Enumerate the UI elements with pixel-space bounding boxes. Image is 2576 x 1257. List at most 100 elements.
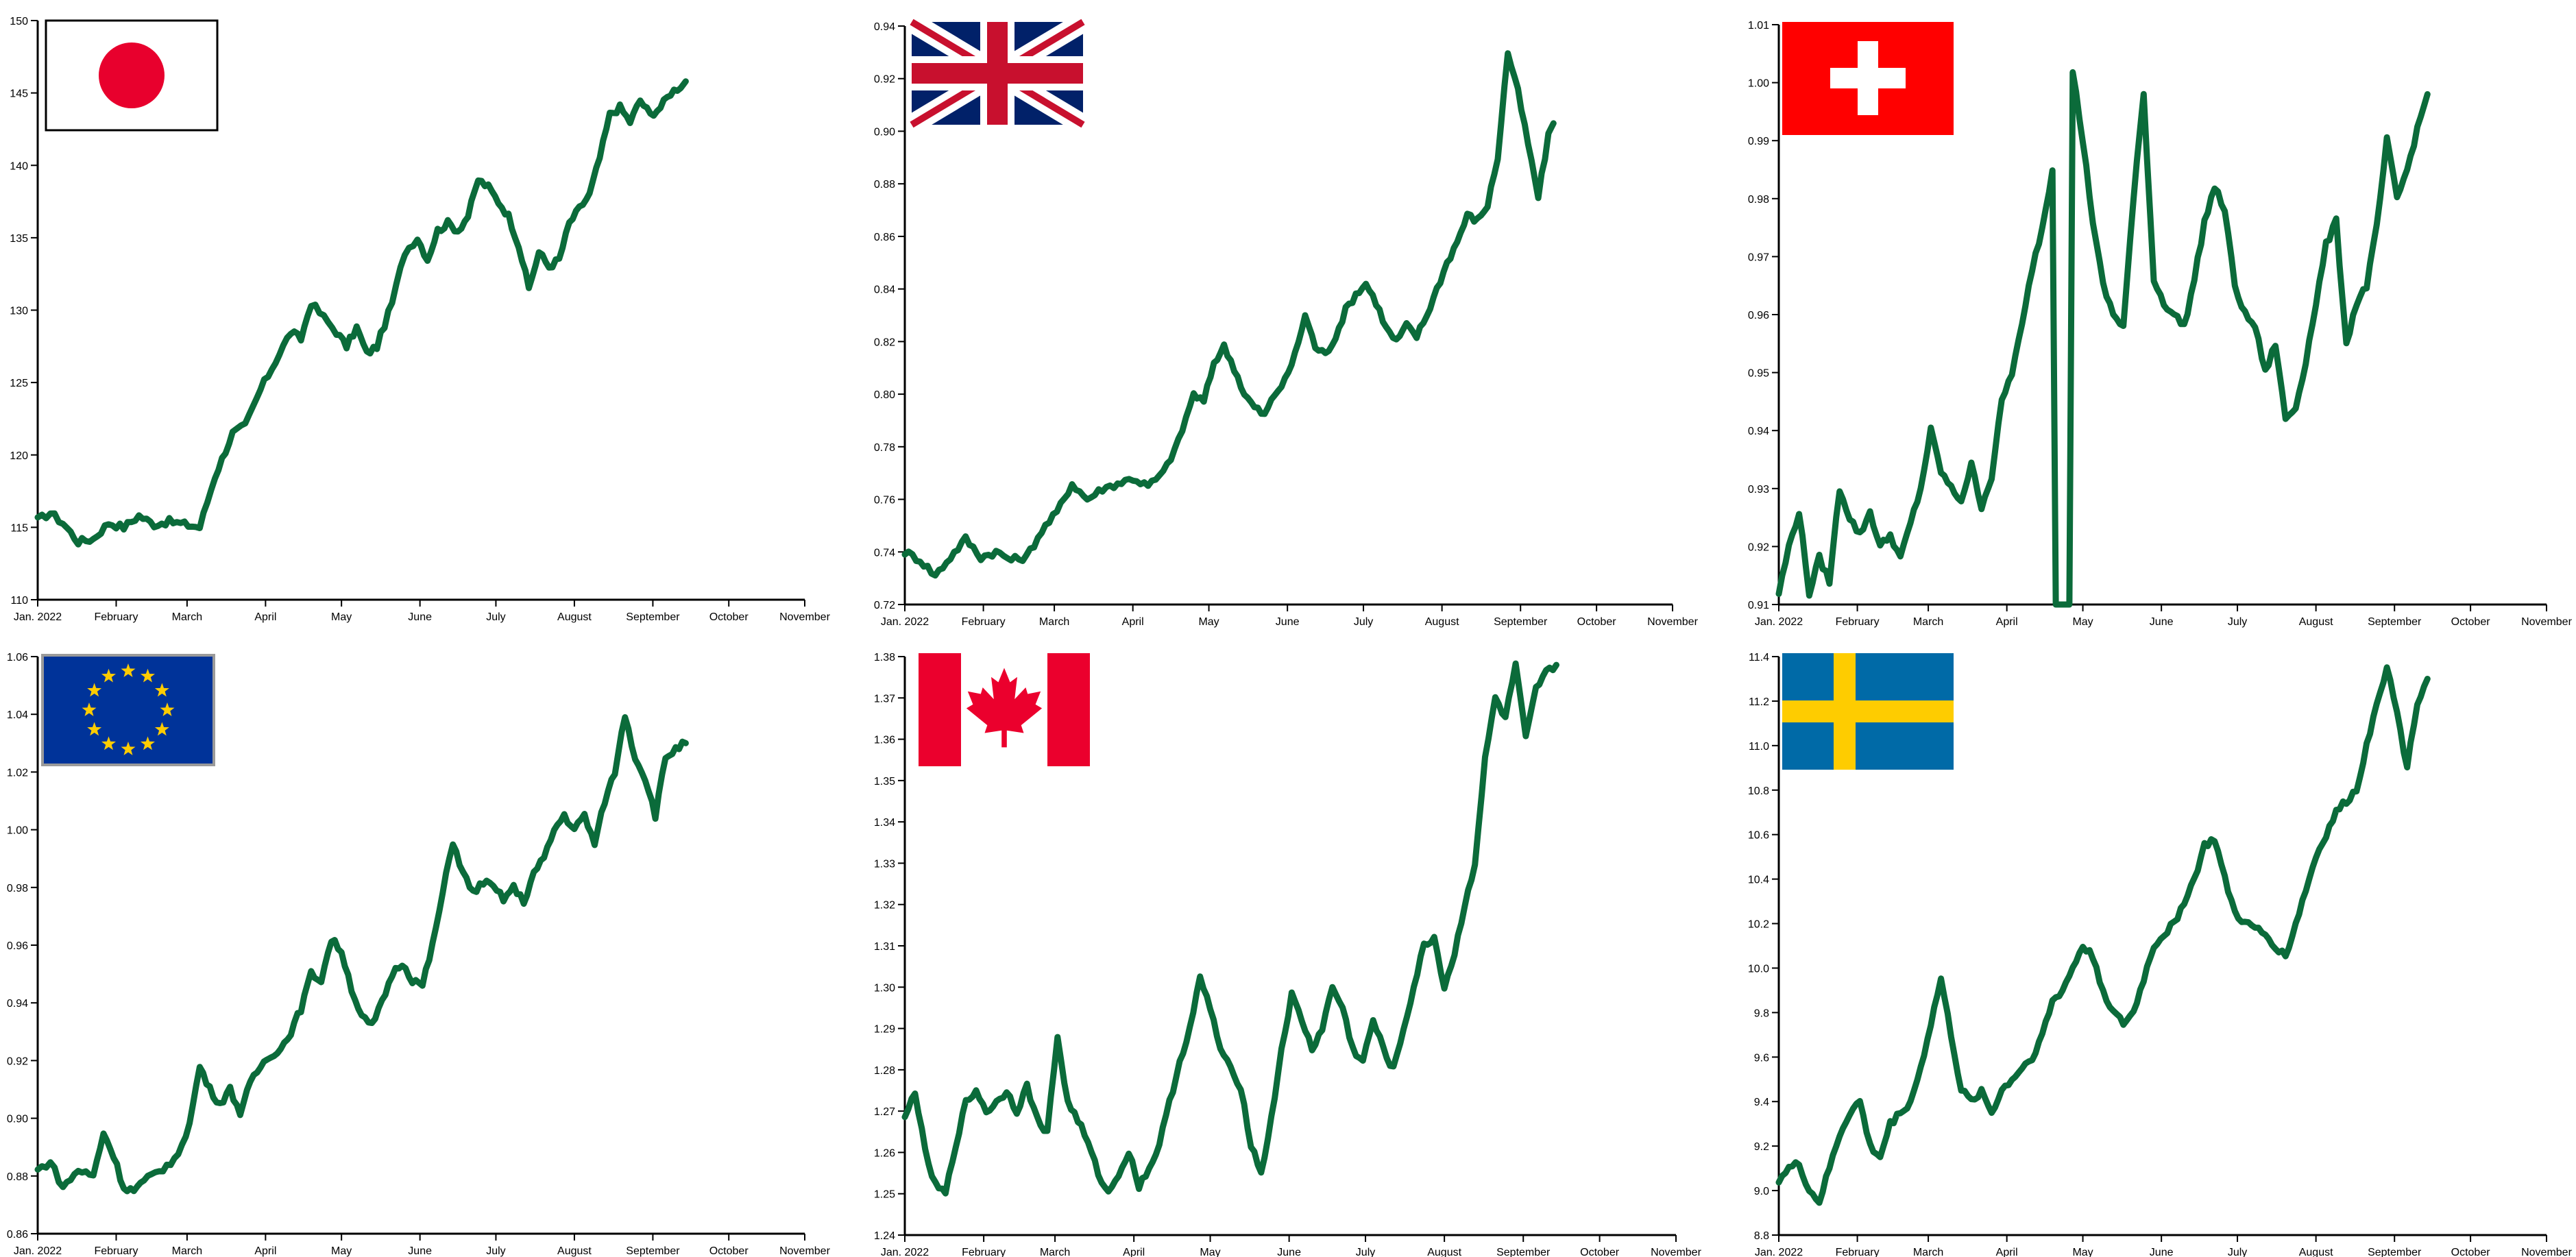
x-tick-label: October: [709, 611, 749, 623]
x-tick-label: August: [2299, 1247, 2333, 1257]
x-tick-label: September: [2368, 1247, 2422, 1257]
sweden-flag: [1782, 653, 1954, 770]
y-tick-label: 0.76: [874, 495, 895, 507]
eu-flag: [41, 654, 215, 766]
y-tick-label: 0.92: [7, 1055, 28, 1067]
y-tick-label: 1.01: [1748, 20, 1769, 32]
star-icon: [160, 703, 175, 716]
x-tick-label: September: [626, 611, 680, 623]
x-tick-label: July: [2228, 616, 2247, 628]
y-tick-label: 0.96: [7, 940, 28, 952]
y-tick-label: 1.25: [874, 1189, 895, 1201]
x-tick-label: Jan. 2022: [1755, 1247, 1803, 1257]
y-tick-label: 0.72: [874, 600, 895, 611]
x-tick-label: May: [331, 1245, 352, 1257]
x-tick-label: September: [1496, 1247, 1551, 1257]
y-tick-label: 9.0: [1754, 1186, 1769, 1197]
y-tick-label: 0.99: [1748, 136, 1769, 147]
x-tick-label: September: [626, 1245, 680, 1257]
y-tick-label: 0.98: [7, 883, 28, 894]
star-icon: [141, 736, 155, 750]
y-tick-label: 1.24: [874, 1230, 895, 1242]
star-icon: [141, 668, 155, 683]
x-tick-label: November: [2521, 1247, 2572, 1257]
x-tick-label: March: [1913, 616, 1943, 628]
y-tick-label: 0.84: [874, 284, 895, 296]
y-tick-label: 145: [10, 88, 28, 100]
x-tick-label: October: [709, 1245, 749, 1257]
x-tick-label: May: [2072, 616, 2093, 628]
cross-h: [1782, 700, 1954, 722]
y-tick-label: 0.86: [7, 1229, 28, 1241]
series-line: [34, 714, 689, 1195]
chart-panel: 8.8 9.0 9.2 9.4 9.6 9.8 10.0 10.2 10.4 10.6 10.8 11…: [1748, 652, 2573, 1257]
star-icon: [121, 742, 136, 755]
x-tick-label: July: [1356, 1247, 1375, 1257]
y-tick-label: 8.8: [1754, 1230, 1769, 1242]
x-tick-label: March: [1039, 616, 1069, 628]
x-tick-label: August: [557, 611, 592, 623]
x-tick-label: March: [172, 1245, 202, 1257]
x-tick-label: Jan. 2022: [14, 611, 62, 623]
y-tick-label: 0.94: [1748, 426, 1769, 437]
y-tick-label: 135: [10, 233, 28, 245]
sun-disc-icon: [99, 42, 165, 108]
y-tick-label: 0.94: [7, 998, 28, 1010]
x-tick-label: October: [2451, 1247, 2491, 1257]
y-tick-label: 1.06: [7, 652, 28, 663]
y-tick-label: 1.33: [874, 858, 895, 870]
y-tick-label: 0.90: [7, 1114, 28, 1125]
y-tick-label: 130: [10, 306, 28, 317]
x-tick-label: March: [1913, 1247, 1943, 1257]
star-icon: [101, 736, 116, 750]
y-tick-label: 0.94: [874, 21, 895, 33]
chart-panel: 0.91 0.92 0.93 0.94 0.95 0.96 0.97 0.98 0.99 1.00…: [1748, 20, 2573, 628]
series-line: [901, 50, 1557, 579]
star-icon: [154, 683, 169, 697]
y-tick-label: 0.78: [874, 442, 895, 454]
y-tick-label: 0.92: [874, 74, 895, 86]
y-tick-label: 150: [10, 16, 28, 27]
y-tick-label: 1.26: [874, 1147, 895, 1159]
y-tick-label: 1.00: [7, 825, 28, 837]
x-tick-label: February: [94, 1245, 138, 1257]
y-tick-label: 1.35: [874, 776, 895, 788]
chart-panel: 0.72 0.74 0.76 0.78 0.80 0.82 0.84 0.86 0.88 0.90…: [874, 13, 1699, 628]
chart-panel: 1.24 1.25 1.26 1.27 1.28 1.29 1.30 1.31 1.32 1.33…: [874, 652, 1702, 1257]
star-icon: [87, 722, 102, 736]
x-tick-label: November: [1647, 616, 1698, 628]
x-tick-label: April: [254, 1245, 276, 1257]
y-tick-label: 0.82: [874, 337, 895, 348]
y-tick-label: 115: [10, 522, 28, 534]
y-tick-label: 9.6: [1754, 1052, 1769, 1064]
x-tick-label: February: [94, 611, 138, 623]
x-tick-label: May: [2072, 1247, 2093, 1257]
x-tick-label: October: [1580, 1247, 1620, 1257]
x-tick-label: Jan. 2022: [881, 1247, 929, 1257]
x-tick-label: June: [408, 611, 432, 623]
y-tick-label: 1.37: [874, 693, 895, 705]
x-tick-label: November: [779, 1245, 830, 1257]
y-tick-label: 120: [10, 450, 28, 462]
y-tick-label: 1.02: [7, 767, 28, 779]
cross-red-h: [912, 63, 1083, 84]
y-tick-label: 0.86: [874, 232, 895, 243]
y-tick-label: 0.97: [1748, 252, 1769, 263]
x-tick-label: May: [1200, 1247, 1220, 1257]
y-tick-label: 11.2: [1749, 696, 1769, 708]
x-tick-label: August: [1425, 616, 1459, 628]
y-tick-label: 10.8: [1748, 785, 1769, 797]
y-tick-label: 1.32: [874, 900, 895, 912]
star-icon: [82, 703, 97, 716]
x-tick-label: March: [172, 611, 202, 623]
x-tick-label: July: [486, 611, 505, 623]
y-tick-label: 9.2: [1754, 1141, 1769, 1153]
y-tick-label: 1.27: [874, 1106, 895, 1118]
y-tick-label: 11.0: [1749, 741, 1769, 753]
x-tick-label: September: [2368, 616, 2422, 628]
y-tick-label: 0.88: [874, 179, 895, 191]
y-tick-label: 10.2: [1748, 919, 1769, 931]
star-icon: [121, 663, 136, 677]
series-line: [901, 660, 1559, 1197]
